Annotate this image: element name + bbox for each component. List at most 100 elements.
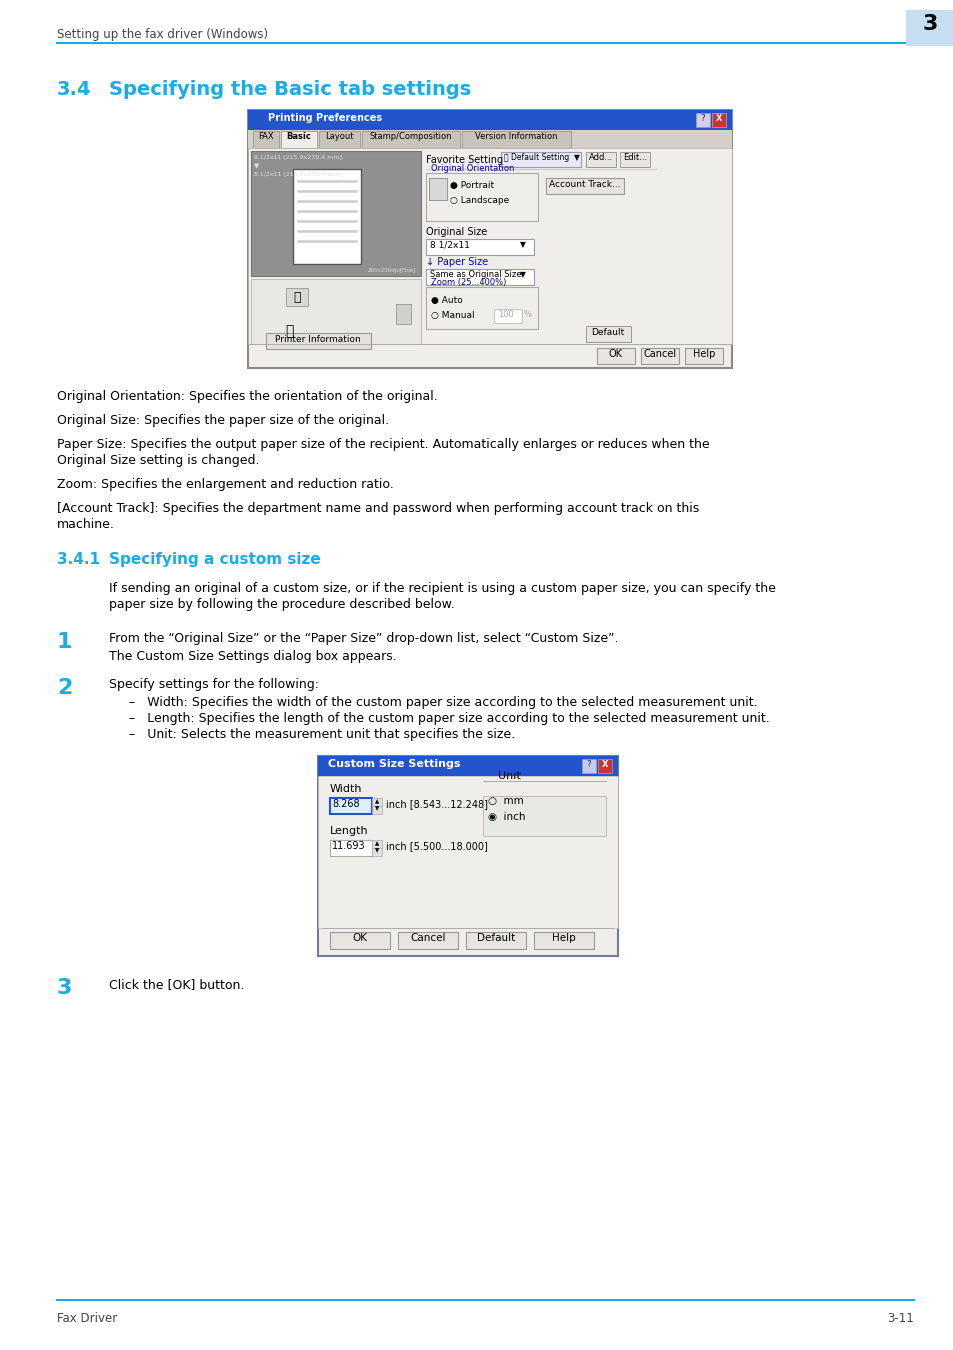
- Bar: [684, 348, 722, 364]
- Bar: [317, 756, 618, 956]
- Bar: [545, 178, 623, 194]
- Text: ● Portrait: ● Portrait: [450, 181, 494, 190]
- Bar: [280, 131, 316, 148]
- Text: ▼: ▼: [253, 163, 259, 169]
- Text: Same as Original Size: Same as Original Size: [430, 270, 521, 279]
- Text: –   Length: Specifies the length of the custom paper size according to the selec: – Length: Specifies the length of the cu…: [129, 711, 769, 725]
- Bar: [330, 931, 390, 949]
- Text: Click the [OK] button.: Click the [OK] button.: [109, 977, 244, 991]
- Text: machine.: machine.: [57, 518, 114, 531]
- Text: Original Orientation: Original Orientation: [431, 163, 514, 173]
- Bar: [905, 9, 953, 46]
- Bar: [585, 325, 630, 342]
- Text: Add...: Add...: [588, 153, 613, 162]
- Bar: [619, 153, 649, 167]
- Text: X: X: [715, 113, 721, 123]
- Text: Specifying the Basic tab settings: Specifying the Basic tab settings: [109, 80, 471, 99]
- Text: Paper Size: Specifies the output paper size of the recipient. Automatically enla: Paper Size: Specifies the output paper s…: [57, 437, 709, 451]
- Bar: [317, 756, 618, 776]
- Text: %: %: [523, 310, 532, 319]
- Bar: [372, 798, 381, 806]
- Text: 8 1/2x11: 8 1/2x11: [430, 240, 470, 248]
- Bar: [429, 178, 447, 200]
- Text: 200x200dpi[Fine]: 200x200dpi[Fine]: [367, 269, 416, 273]
- Bar: [597, 348, 635, 364]
- Text: Help: Help: [552, 933, 576, 944]
- Text: ↓ Paper Size: ↓ Paper Size: [426, 256, 488, 267]
- Text: ○  mm: ○ mm: [488, 796, 523, 806]
- Text: 🖨: 🖨: [293, 292, 300, 304]
- Bar: [251, 279, 420, 344]
- Bar: [330, 840, 372, 856]
- Text: ▼: ▼: [375, 806, 378, 811]
- Text: 8.268: 8.268: [332, 799, 359, 809]
- Text: 3.4: 3.4: [57, 80, 91, 99]
- Bar: [253, 131, 278, 148]
- Text: ○ Manual: ○ Manual: [431, 310, 475, 320]
- Text: Original Size: Original Size: [426, 227, 487, 238]
- Text: Specify settings for the following:: Specify settings for the following:: [109, 678, 318, 691]
- Text: ◉  inch: ◉ inch: [488, 811, 525, 822]
- Text: X: X: [601, 760, 608, 770]
- Text: 8.1/2x11 [215.9x279.4 mm]: 8.1/2x11 [215.9x279.4 mm]: [253, 171, 341, 176]
- Bar: [248, 109, 731, 130]
- Text: ○ Landscape: ○ Landscape: [450, 196, 509, 205]
- Text: Unit: Unit: [497, 771, 520, 782]
- Text: ▼: ▼: [519, 270, 525, 279]
- Bar: [581, 759, 596, 774]
- Text: ▲: ▲: [375, 841, 378, 846]
- Text: Printing Preferences: Printing Preferences: [268, 113, 382, 123]
- Text: Specifying a custom size: Specifying a custom size: [109, 552, 320, 567]
- Bar: [318, 131, 359, 148]
- Text: 3: 3: [57, 977, 72, 998]
- Text: 📄 Default Setting  ▼: 📄 Default Setting ▼: [503, 153, 579, 162]
- Text: The Custom Size Settings dialog box appears.: The Custom Size Settings dialog box appe…: [109, 649, 396, 663]
- Bar: [640, 348, 679, 364]
- Text: FAX: FAX: [257, 132, 274, 140]
- Bar: [465, 931, 525, 949]
- Text: 1: 1: [57, 632, 72, 652]
- Bar: [426, 173, 537, 221]
- Text: Original Size setting is changed.: Original Size setting is changed.: [57, 454, 259, 467]
- Text: 3-11: 3-11: [886, 1312, 913, 1324]
- Text: 3.4.1: 3.4.1: [57, 552, 100, 567]
- Text: From the “Original Size” or the “Paper Size” drop-down list, select “Custom Size: From the “Original Size” or the “Paper S…: [109, 632, 618, 645]
- Text: ?: ?: [700, 113, 704, 123]
- Text: ▼: ▼: [375, 848, 378, 853]
- Text: Custom Size Settings: Custom Size Settings: [328, 759, 460, 769]
- Text: Original Size: Specifies the paper size of the original.: Original Size: Specifies the paper size …: [57, 414, 389, 427]
- Text: –   Width: Specifies the width of the custom paper size according to the selecte: – Width: Specifies the width of the cust…: [129, 697, 757, 709]
- Text: Printer Information: Printer Information: [274, 335, 360, 344]
- Text: Setting up the fax driver (Windows): Setting up the fax driver (Windows): [57, 28, 268, 40]
- Bar: [426, 239, 534, 255]
- Text: Layout: Layout: [325, 132, 353, 140]
- Text: OK: OK: [352, 933, 367, 944]
- Text: Version Information: Version Information: [475, 132, 558, 140]
- Text: Cancel: Cancel: [642, 350, 676, 359]
- Text: paper size by following the procedure described below.: paper size by following the procedure de…: [109, 598, 455, 612]
- Bar: [397, 931, 457, 949]
- Bar: [426, 288, 537, 329]
- Text: 11.693: 11.693: [332, 841, 365, 850]
- Text: Zoom: Specifies the enlargement and reduction ratio.: Zoom: Specifies the enlargement and redu…: [57, 478, 394, 491]
- Text: Help: Help: [692, 350, 715, 359]
- Bar: [251, 151, 420, 275]
- Text: Basic: Basic: [286, 132, 311, 140]
- Bar: [494, 309, 521, 323]
- Text: –   Unit: Selects the measurement unit that specifies the size.: – Unit: Selects the measurement unit tha…: [129, 728, 515, 741]
- Text: 3: 3: [922, 14, 937, 34]
- Text: Zoom (25...400%): Zoom (25...400%): [431, 278, 506, 288]
- Bar: [317, 776, 618, 927]
- Text: ?: ?: [586, 760, 591, 770]
- Bar: [395, 304, 411, 324]
- Text: 2: 2: [57, 678, 72, 698]
- Text: Account Track...: Account Track...: [549, 180, 620, 189]
- Text: Width: Width: [330, 784, 362, 794]
- Bar: [598, 759, 612, 774]
- Bar: [372, 840, 381, 848]
- Bar: [500, 153, 580, 167]
- Text: inch [5.500...18.000]: inch [5.500...18.000]: [386, 841, 487, 850]
- Bar: [372, 806, 381, 814]
- Bar: [696, 113, 709, 127]
- Text: ▲: ▲: [375, 799, 378, 805]
